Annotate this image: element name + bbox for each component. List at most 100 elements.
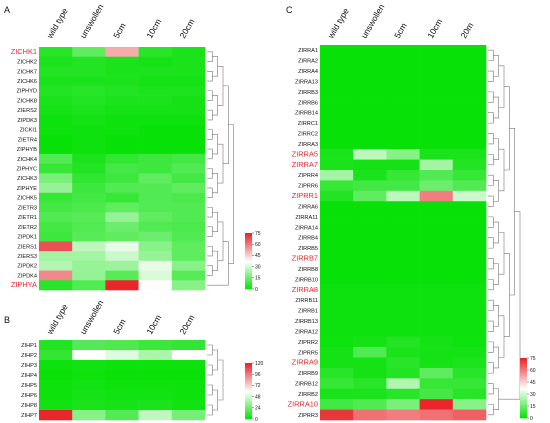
panel-a-legend-swatch (245, 234, 252, 237)
panel-c-cell (419, 222, 454, 233)
panel-c-cell (386, 138, 420, 150)
panel-c-cell (353, 180, 387, 192)
panel-a-cell (72, 163, 106, 174)
panel-c-legend-swatch (520, 409, 527, 411)
panel-c-legend-tick-label: 30 (530, 392, 536, 398)
panel-c-cell (353, 232, 387, 244)
panel-b-cell (138, 370, 173, 381)
panel-c-cell (386, 274, 420, 285)
panel-a-cell (105, 163, 139, 174)
panel-a-row-label: ZIPDK2 (17, 264, 37, 270)
panel-c-dendrogram-branch (488, 320, 494, 332)
panel-b-cell (39, 410, 73, 421)
panel-c-dendrogram-branch (493, 346, 499, 369)
panel-a-cell (105, 124, 139, 135)
panel-a-row-label: ZIPDK4 (17, 273, 37, 279)
panel-c-cell (320, 190, 354, 202)
panel-c-dendrogram-branch (488, 279, 494, 291)
panel-a-dendrogram-branch (212, 250, 218, 271)
panel-c-cell (353, 409, 387, 421)
panel-a-row-label: ZIETR3 (18, 205, 37, 211)
panel-c-cell (353, 201, 387, 212)
panel-c-legend-swatch (520, 410, 527, 413)
panel-a-cell (105, 183, 139, 194)
panel-c-dendrogram-branch (488, 49, 494, 61)
panel-c-cell (386, 253, 420, 265)
panel-c-row-label: ZIRRB12 (295, 382, 318, 388)
panel-a-dendrogram-branch (212, 95, 218, 116)
panel-c-cell (419, 86, 454, 98)
panel-c-cell (353, 336, 387, 348)
panel-c-cell (386, 211, 420, 223)
panel-c-cell (320, 232, 354, 244)
panel-a-cell (72, 85, 106, 96)
panel-a-dendrogram-branch (212, 211, 218, 232)
panel-a-cell (39, 134, 73, 145)
panel-a-cell (105, 144, 139, 155)
panel-b-row-label: ZIHP6 (21, 393, 37, 399)
panel-a-cell (39, 202, 73, 213)
panel-c-dendrogram-branch (493, 388, 499, 410)
panel-c-cell (353, 357, 387, 369)
panel-a-row-label: ZIERS3 (17, 254, 37, 260)
panel-c-cell (419, 55, 454, 67)
panel-c-cell (452, 399, 487, 410)
panel-c-cell (419, 180, 454, 192)
panel-a-cell (171, 173, 206, 184)
panel-a-legend-swatch (245, 249, 252, 252)
panel-a-row-label: ZICHK3 (17, 176, 37, 182)
panel-a-cell (138, 144, 173, 155)
panel-c-cell (320, 86, 354, 98)
panel-a-cell (138, 251, 173, 262)
panel-c-cell (419, 378, 454, 390)
panel-c-legend-swatch (520, 397, 527, 399)
panel-c-cell (452, 107, 487, 119)
panel-c-dendrogram-branch (488, 362, 494, 374)
panel-a-cell (72, 192, 106, 203)
panel-b-cell (171, 410, 206, 421)
panel-c-cell (320, 388, 354, 400)
panel-c-cell (353, 347, 387, 358)
panel-b-legend-tick-label: 48 (255, 394, 261, 400)
panel-c-cell (419, 159, 454, 171)
panel-b-cell (138, 350, 173, 361)
panel-a-cell (138, 66, 173, 77)
panel-c-cell (320, 222, 354, 233)
panel-c-dendrogram-branch (488, 237, 494, 249)
panel-c-dendrogram-branch (488, 404, 494, 416)
panel-a-cell (138, 183, 173, 194)
panel-a-row-label: ZIPHYA (11, 280, 37, 289)
panel-c-row-label: ZIPRR5 (298, 350, 318, 356)
panel-a-legend-swatch (245, 265, 252, 267)
panel-c-legend-tick-label: 60 (530, 368, 536, 374)
panel-b-dendrogram-branch (207, 404, 213, 416)
panel-b-legend-swatch (245, 414, 252, 417)
panel-b-cell (138, 400, 173, 411)
panel-b-legend-swatch (245, 371, 252, 374)
panel-c-cell (320, 128, 354, 140)
panel-c-cell (419, 263, 454, 275)
panel-c-cell (386, 149, 420, 160)
panel-b-dendrogram-branch (207, 364, 213, 376)
panel-a-cell (105, 66, 139, 77)
panel-a-legend-swatch (245, 237, 252, 239)
panel-c-legend-swatch (520, 377, 527, 380)
panel-b-cell (138, 360, 173, 371)
panel-b-legend-swatch (245, 384, 252, 386)
panel-b-legend-swatch (245, 410, 252, 413)
panel-a-cell (105, 153, 139, 164)
panel-b-cell (72, 390, 106, 401)
panel-c-cell (452, 55, 487, 67)
panel-b-cell (39, 400, 73, 411)
panel-a-cell (171, 85, 206, 96)
panel-c-cell (419, 253, 454, 265)
panel-a-cell (138, 241, 173, 252)
panel-c-cell (353, 305, 387, 317)
panel-a-row-label: ZIERS1 (17, 244, 37, 250)
panel-c-cell (320, 117, 354, 129)
panel-c-cell (320, 170, 354, 181)
panel-c-row-label: ZIRRB13 (295, 319, 318, 325)
panel-b-cell (105, 360, 139, 371)
panel-a-cell (72, 47, 106, 58)
panel-c-cell (452, 326, 487, 337)
